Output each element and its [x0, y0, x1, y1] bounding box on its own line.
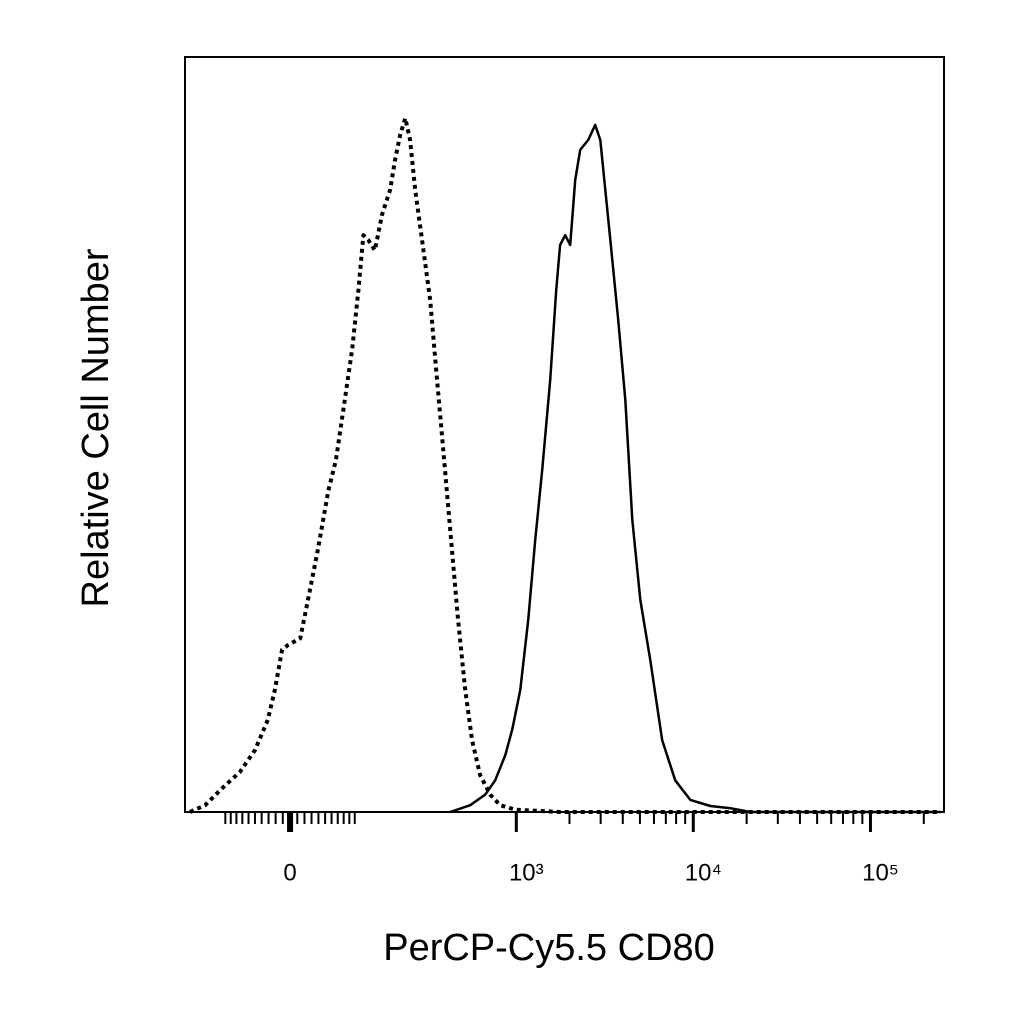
histogram-line [189, 116, 941, 814]
x-tick-label: 10⁴ [685, 859, 722, 886]
x-axis-title: PerCP-Cy5.5 CD80 [383, 927, 715, 969]
x-tick-label: 10⁵ [862, 859, 899, 886]
x-tick-label: 10³ [509, 859, 544, 886]
plot-frame [184, 56, 945, 813]
y-axis-title: Relative Cell Number [75, 248, 117, 607]
x-tick-label: 0 [283, 859, 296, 886]
histogram-line [449, 123, 941, 814]
